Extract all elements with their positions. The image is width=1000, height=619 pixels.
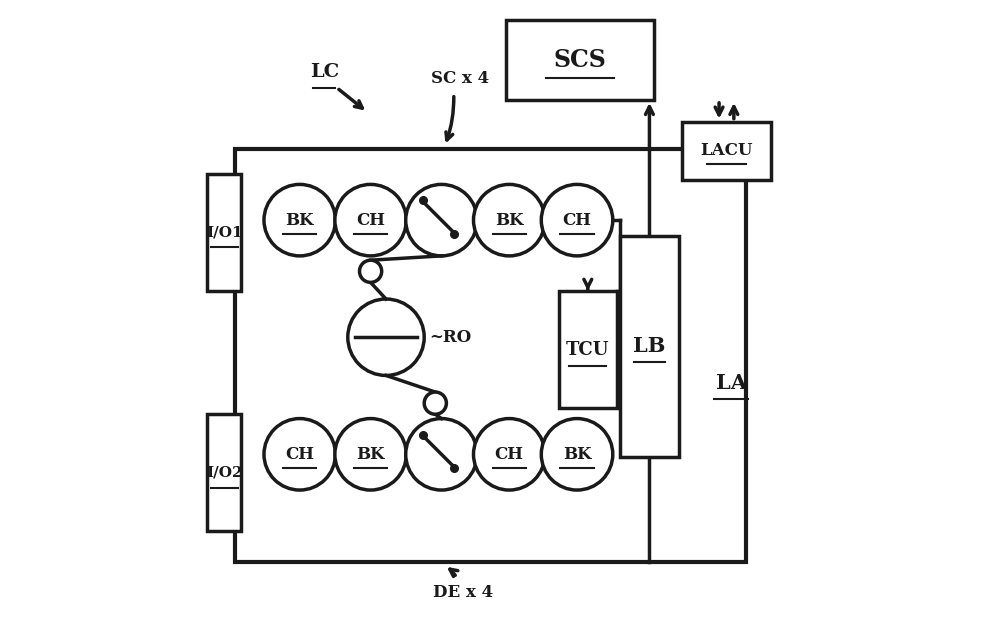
Text: I/O2: I/O2 [206,466,242,480]
Text: LB: LB [633,337,666,357]
Text: CH: CH [285,446,314,463]
Text: SCS: SCS [554,48,606,72]
Bar [559,291,617,408]
Circle shape [360,260,382,282]
Circle shape [474,418,545,490]
Circle shape [424,392,446,414]
Text: I/O1: I/O1 [206,225,243,240]
Circle shape [406,418,477,490]
Circle shape [541,418,613,490]
Bar [207,174,241,291]
Text: BK: BK [356,446,385,463]
Text: BK: BK [563,446,591,463]
Circle shape [335,418,406,490]
Text: DE x 4: DE x 4 [433,584,493,602]
Circle shape [348,299,424,376]
Bar [682,121,771,180]
Bar [506,20,654,100]
Text: SC x 4: SC x 4 [431,70,489,87]
Circle shape [541,184,613,256]
Text: BK: BK [285,212,314,228]
Circle shape [264,418,335,490]
Bar [235,149,746,562]
Bar [620,236,679,457]
Circle shape [264,184,335,256]
Text: LA: LA [716,373,747,394]
Circle shape [474,184,545,256]
Bar [207,414,241,531]
Text: CH: CH [495,446,524,463]
Text: LC: LC [310,63,339,81]
Text: CH: CH [563,212,592,228]
Circle shape [406,184,477,256]
Circle shape [335,184,406,256]
Text: LACU: LACU [700,142,753,159]
Text: TCU: TCU [566,340,610,358]
Text: CH: CH [356,212,385,228]
Text: ~RO: ~RO [429,329,471,346]
Text: BK: BK [495,212,523,228]
